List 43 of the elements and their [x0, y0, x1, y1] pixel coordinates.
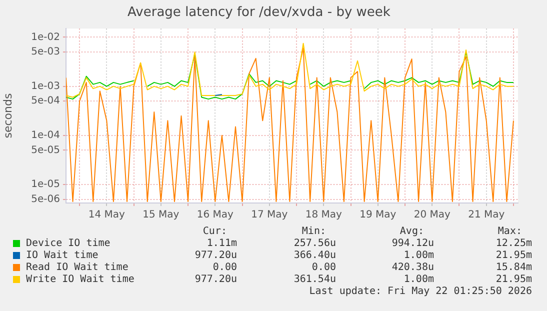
x-tick-label: 14 May: [88, 210, 126, 221]
text: Cur:: [202, 226, 227, 238]
x-tick-label: 17 May: [251, 210, 288, 221]
y-tick-label: 5e-06: [31, 194, 60, 205]
legend-label: Read IO Wait time: [26, 262, 128, 274]
legend-label: Write IO Wait time: [26, 274, 134, 286]
text: 1.00m: [404, 250, 434, 262]
y-tick-label: 1e-02: [31, 32, 60, 43]
y-tick-label: 5e-04: [31, 96, 60, 107]
text: 15.84m: [496, 262, 532, 274]
text: 0.00: [312, 262, 336, 274]
x-tick-label: 18 May: [305, 210, 342, 221]
text: 420.38u: [392, 262, 434, 274]
text: Max:: [498, 226, 522, 238]
y-tick-label: 1e-05: [31, 179, 60, 190]
y-tick-label: 5e-05: [31, 144, 60, 156]
text: Avg:: [400, 226, 424, 238]
x-tick-label: 20 May: [414, 210, 450, 221]
text: 21.95m: [496, 250, 532, 262]
x-tick-label: 15 May: [142, 210, 180, 221]
y-tick-label: 1e-03: [31, 80, 60, 92]
chart-title: Average latency for /dev/xvda - by week: [128, 5, 391, 20]
text: 12.25m: [496, 238, 532, 250]
text: 0.00: [212, 262, 237, 274]
text: Last update: Fri May 22 01:25:50 2026: [309, 286, 532, 298]
text: Min:: [302, 226, 326, 238]
x-tick-label: 19 May: [360, 210, 396, 221]
text: 257.56u: [294, 238, 336, 250]
y-tick-label: 5e-03: [31, 46, 60, 58]
text: 977.20u: [194, 250, 237, 262]
y-tick-label: 1e-04: [31, 130, 60, 142]
x-tick-label: 21 May: [468, 210, 505, 221]
text: 1.11m: [206, 238, 237, 250]
text: 366.40u: [294, 250, 336, 262]
text: 361.54u: [294, 274, 336, 286]
text: 21.95m: [496, 274, 532, 286]
text: 1.00m: [404, 274, 434, 286]
text: 994.12u: [392, 238, 434, 250]
legend-label: IO Wait time: [26, 250, 98, 262]
text: 977.20u: [194, 274, 237, 286]
y-axis-title: seconds: [1, 93, 14, 138]
x-tick-label: 16 May: [196, 210, 234, 221]
legend-label: Device IO time: [26, 238, 110, 250]
